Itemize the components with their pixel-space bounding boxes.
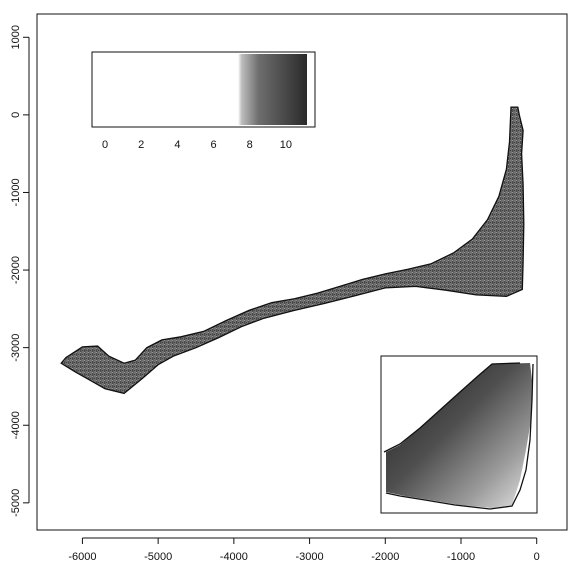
colorbar-tick-label: 10: [280, 139, 292, 151]
y-ticks: 1000 0 -1000 -2000 -3000 -4000 -5000: [10, 25, 29, 517]
zoom-inset-outline: [383, 362, 534, 510]
x-tick-label: -5000: [144, 551, 172, 563]
x-tick-label: 0: [534, 551, 540, 563]
y-tick-label: 0: [10, 112, 22, 118]
axes: -6000 -5000 -4000 -3000 -2000 -1000 0 1000 0 -10…: [10, 25, 540, 563]
shaded-region: [60, 106, 525, 395]
x-tick-label: -1000: [447, 551, 475, 563]
colorbar-tick-label: 6: [211, 139, 217, 151]
colorbar-ticks: 0 2 4 6 8 10: [102, 139, 292, 151]
colorbar-tick-label: 8: [247, 139, 253, 151]
colorbar-gradient: [186, 54, 307, 125]
x-tick-label: -3000: [296, 551, 324, 563]
y-tick-label: -4000: [10, 411, 22, 439]
colorbar-inset: 0 2 4 6 8 10: [91, 51, 316, 151]
colorbar-tick-label: 2: [138, 139, 144, 151]
y-tick-label: 1000: [10, 25, 22, 49]
x-tick-label: -6000: [68, 551, 96, 563]
y-tick-label: -3000: [10, 334, 22, 362]
x-ticks: -6000 -5000 -4000 -3000 -2000 -1000 0: [68, 538, 540, 563]
colorbar-tick-label: 4: [174, 139, 180, 151]
x-tick-label: -2000: [371, 551, 399, 563]
y-tick-label: -1000: [10, 178, 22, 206]
x-tick-label: -4000: [220, 551, 248, 563]
zoom-inset: [380, 355, 538, 514]
colorbar-tick-label: 0: [102, 139, 108, 151]
y-tick-label: -2000: [10, 256, 22, 284]
zoom-inset-fill: [386, 363, 532, 508]
region-fill: [60, 106, 525, 395]
plot-frame: [36, 13, 568, 531]
y-tick-label: -5000: [10, 489, 22, 517]
